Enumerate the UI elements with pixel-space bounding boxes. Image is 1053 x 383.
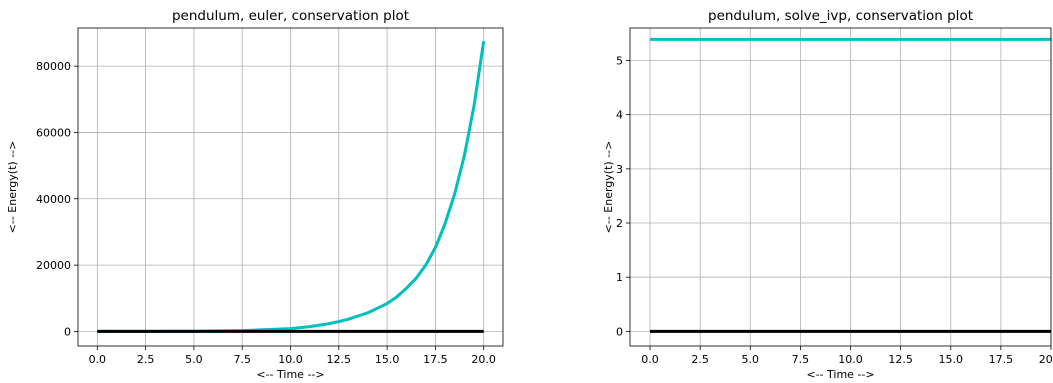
chart-2-x-tick-label-7: 17.5 [989,353,1014,366]
chart-1-title: pendulum, euler, conservation plot [172,8,409,24]
chart-1-x-tick-label-2: 5.0 [185,353,203,366]
chart-1-y-tick-label-2: 40000 [36,193,71,206]
chart-1-x-tick-label-4: 10.0 [278,353,303,366]
chart-1-x-tick-label-1: 2.5 [137,353,155,366]
chart-2-x-axis-label: <-- Time --> [806,368,874,381]
chart-1-y-tick-label-4: 80000 [36,60,71,73]
chart-2-x-tick-label-2: 5.0 [742,353,760,366]
chart-1-x-tick-label-3: 7.5 [233,353,251,366]
chart-1-x-tick-label-5: 12.5 [327,353,352,366]
chart-1-y-axis-label: <-- Energy(t) --> [6,141,19,234]
chart-1-x-tick-label-6: 15.0 [375,353,400,366]
chart-2-x-tick-label-0: 0.0 [641,353,659,366]
chart-2: 0.0 2.5 5.0 7.5 10.0 12.5 15.0 17.5 20.0 0 1 2 3 4 5 pe… [602,8,1053,381]
chart-2-title: pendulum, solve_ivp, conservation plot [708,8,973,24]
chart-2-y-tick-label-0: 0 [616,325,623,338]
chart-2-x-tick-label-4: 10.0 [838,353,863,366]
chart-1-x-tick-label-7: 17.5 [423,353,448,366]
chart-1-y-tick-label-0: 0 [64,325,71,338]
chart-1-y-tick-label-1: 20000 [36,259,71,272]
chart-1-y-tick-label-3: 60000 [36,126,71,139]
chart-1-x-tick-label-0: 0.0 [89,353,107,366]
chart-2-x-tick-label-3: 7.5 [792,353,810,366]
chart-2-x-tick-label-5: 12.5 [888,353,913,366]
chart-1-x-axis-label: <-- Time --> [256,368,324,381]
chart-2-y-tick-label-3: 3 [616,163,623,176]
chart-2-y-tick-label-4: 4 [616,109,623,122]
chart-2-y-tick-label-5: 5 [616,55,623,68]
chart-2-x-tick-label-1: 2.5 [691,353,709,366]
chart-2-axes-frame [629,27,1052,347]
chart-1-x-tick-label-8: 20.0 [471,353,496,366]
chart-2-y-tick-label-2: 2 [616,217,623,230]
chart-2-x-tick-label-6: 15.0 [939,353,964,366]
chart-1: 0.0 2.5 5.0 7.5 10.0 12.5 15.0 17.5 20.0 0 20000 40… [6,8,504,381]
chart-2-y-tick-label-1: 1 [616,271,623,284]
chart-2-y-axis-label: <-- Energy(t) --> [602,141,615,234]
chart-2-x-tick-label-8: 20.0 [1039,353,1053,366]
